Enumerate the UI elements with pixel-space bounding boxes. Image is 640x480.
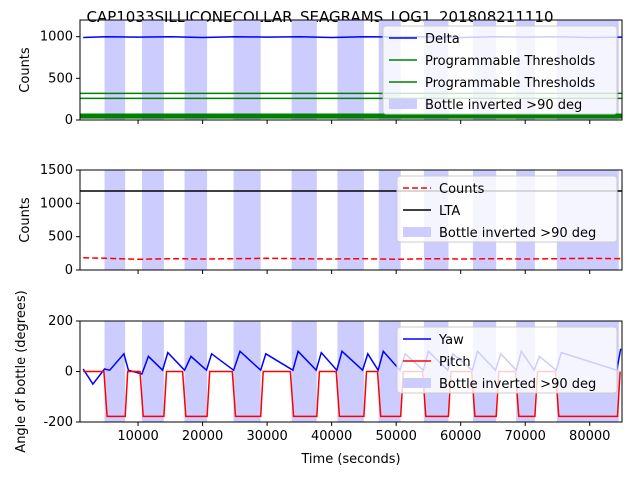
panel-1: 0 500 1000 Counts Delta Programmable Threshol… — [18, 19, 623, 128]
inverted-span — [233, 20, 261, 120]
panel-2: 0 500 1000 1500 Counts Counts LTA Bottle invert… — [18, 163, 623, 278]
x-tick-label: 20000 — [182, 429, 223, 444]
y-axis-label: Counts — [18, 197, 33, 243]
y-tick-label: 500 — [48, 230, 73, 245]
inverted-span — [184, 170, 208, 270]
legend-label: Yaw — [438, 333, 464, 348]
inverted-span — [184, 321, 208, 422]
legend-label: Programmable Thresholds — [425, 54, 596, 69]
x-tick-label: 80000 — [569, 429, 610, 444]
legend-label: Counts — [439, 182, 485, 197]
axes-frame — [79, 19, 623, 121]
legend-swatch — [389, 99, 417, 109]
inverted-span — [337, 321, 364, 422]
legend-label: Bottle inverted >90 deg — [439, 377, 596, 392]
legend-label: LTA — [439, 204, 460, 219]
inverted-span — [141, 170, 164, 270]
legend-box — [382, 25, 618, 115]
y-tick-label: 500 — [48, 71, 73, 86]
legend: Counts LTA Bottle inverted >90 deg — [396, 175, 618, 243]
inverted-span — [184, 20, 208, 120]
x-tick-label: 70000 — [505, 429, 546, 444]
legend-box — [396, 326, 618, 394]
y-tick-label: -200 — [43, 415, 73, 430]
inverted-span — [233, 170, 261, 270]
x-tick-label: 30000 — [246, 429, 287, 444]
inverted-span — [104, 20, 126, 120]
x-tick-label: 10000 — [117, 429, 158, 444]
x-axis-label: Time (seconds) — [300, 452, 400, 467]
x-tick-label: 50000 — [375, 429, 416, 444]
inverted-span — [291, 20, 317, 120]
legend-label: Bottle inverted >90 deg — [439, 226, 596, 241]
inverted-span — [141, 20, 164, 120]
axes-frame — [79, 169, 623, 271]
legend-label: Programmable Thresholds — [425, 76, 596, 91]
legend-swatch — [403, 378, 431, 388]
y-axis-label: Angle of bottle (degrees) — [14, 290, 29, 452]
series-counts-line — [83, 256, 622, 261]
legend-label: Delta — [425, 32, 460, 47]
legend-label: Bottle inverted >90 deg — [425, 98, 582, 113]
y-axis-label: Counts — [18, 47, 33, 93]
inverted-span — [141, 321, 164, 422]
inverted-span — [337, 20, 364, 120]
inverted-span — [378, 170, 401, 270]
y-tick-label: 1000 — [40, 196, 73, 211]
y-tick-label: 0 — [65, 365, 73, 380]
y-tick-label: 200 — [48, 314, 73, 329]
legend-swatch — [403, 227, 431, 237]
y-tick-label: 0 — [65, 263, 73, 278]
legend: Delta Programmable Thresholds Programmable… — [382, 25, 618, 115]
inverted-span — [291, 170, 317, 270]
panel-3: -200 0 200 10000 20000 30000 40000 50000 60000 70… — [14, 290, 623, 467]
inverted-span — [378, 321, 401, 422]
inverted-span — [233, 321, 261, 422]
y-tick-label: 1000 — [40, 30, 73, 45]
y-tick-label: 0 — [65, 113, 73, 128]
inverted-span — [291, 321, 317, 422]
y-tick-label: 1500 — [40, 163, 73, 178]
x-tick-label: 40000 — [311, 429, 352, 444]
inverted-span — [337, 170, 364, 270]
inverted-span — [104, 321, 126, 422]
inverted-span — [104, 170, 126, 270]
legend-box — [396, 175, 618, 243]
x-tick-label: 60000 — [440, 429, 481, 444]
legend: Yaw Pitch Bottle inverted >90 deg — [396, 326, 618, 394]
legend-label: Pitch — [439, 355, 471, 370]
